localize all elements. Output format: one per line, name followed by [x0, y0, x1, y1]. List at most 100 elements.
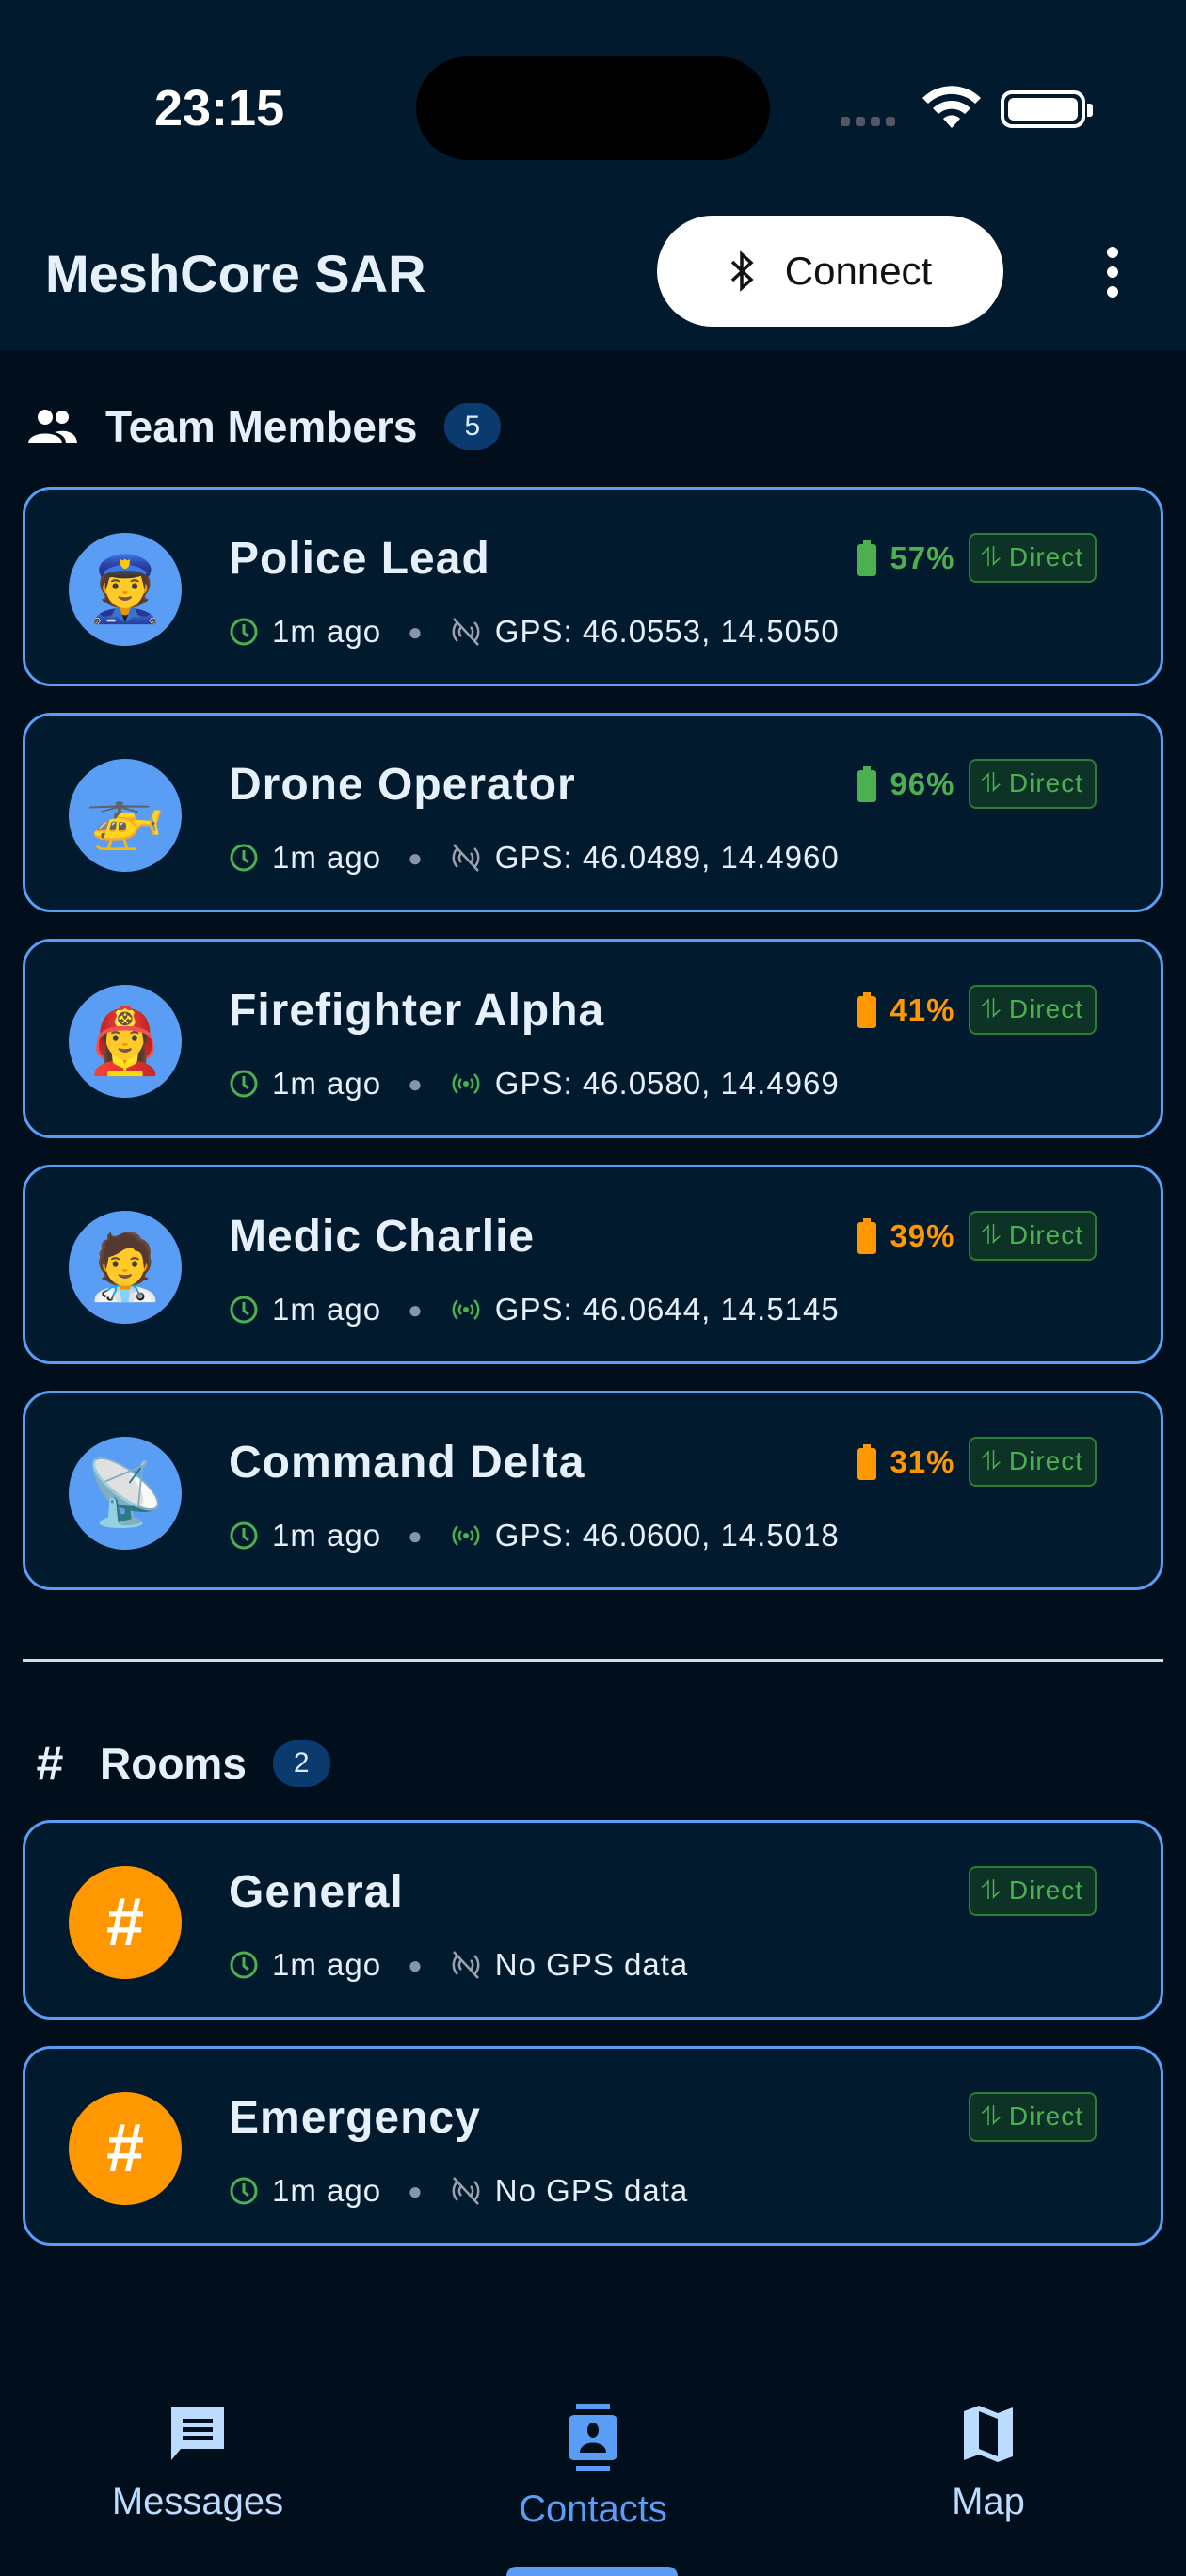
gps-status: No GPS data [494, 1947, 689, 1982]
separator-dot: ● [408, 1069, 424, 1098]
avatar: 🚁 [69, 759, 182, 872]
gps-coordinates: GPS: 46.0489, 14.4960 [494, 840, 840, 875]
message-icon [171, 2407, 224, 2460]
route-icon: ⥮ [981, 542, 1002, 572]
tab-label: Contacts [519, 2488, 667, 2530]
last-seen: 1m ago [272, 614, 382, 649]
member-name: Medic Charlie [229, 1212, 536, 1262]
room-name: Emergency [229, 2093, 481, 2143]
last-seen: 1m ago [272, 2173, 382, 2208]
route-label: Direct [1008, 1876, 1083, 1905]
map-icon [964, 2406, 1013, 2462]
bluetooth-icon [730, 250, 754, 292]
battery-percent: 57% [890, 539, 955, 575]
battery-percent: 39% [890, 1217, 955, 1253]
clock-icon [230, 1951, 258, 1979]
status-time: 23:15 [154, 80, 285, 137]
room-card[interactable]: # Emergency ⥮ Direct 1m ago ● No GPS data [23, 2046, 1163, 2246]
last-seen: 1m ago [272, 840, 382, 875]
contacts-icon [569, 2404, 617, 2471]
last-seen: 1m ago [272, 1518, 382, 1553]
route-label: Direct [1008, 542, 1083, 572]
rooms-header: # Rooms 2 [26, 1735, 330, 1792]
gps-coordinates: GPS: 46.0644, 14.5145 [494, 1292, 840, 1327]
route-badge: ⥮ Direct [968, 1437, 1097, 1487]
tab-label: Messages [111, 2481, 284, 2522]
member-card[interactable]: 🧑‍⚕️ Medic Charlie 39% ⥮ Direct 1m ago ● GPS… [23, 1165, 1163, 1364]
gps-off-icon [452, 844, 480, 872]
route-label: Direct [1008, 1220, 1083, 1249]
gps-coordinates: GPS: 46.0553, 14.5050 [494, 614, 840, 649]
member-card[interactable]: 👩‍🚒 Firefighter Alpha 41% ⥮ Direct 1m ago ●… [23, 939, 1163, 1138]
avatar: 👩‍🚒 [69, 985, 182, 1098]
clock-icon [230, 1521, 258, 1550]
gps-off-icon [452, 1951, 480, 1979]
count-badge: 5 [443, 403, 502, 450]
gps-off-icon [452, 618, 480, 646]
route-badge: ⥮ Direct [968, 759, 1097, 809]
gps-status: No GPS data [494, 2173, 689, 2208]
member-card[interactable]: 📡 Command Delta 31% ⥮ Direct 1m ago ● GPS: 4… [23, 1391, 1163, 1590]
clock-icon [230, 2177, 258, 2205]
route-label: Direct [1008, 1446, 1083, 1475]
battery-percent: 41% [890, 991, 955, 1027]
last-seen: 1m ago [272, 1292, 382, 1327]
avatar: 👮 [69, 533, 182, 646]
separator-dot: ● [408, 1950, 424, 1979]
route-label: Direct [1008, 768, 1083, 797]
member-name: Police Lead [229, 534, 490, 584]
room-name: General [229, 1867, 404, 1917]
route-badge: ⥮ Direct [968, 1866, 1097, 1916]
clock-icon [230, 1296, 258, 1324]
dynamic-island [416, 56, 770, 160]
clock-icon [230, 844, 258, 872]
member-name: Drone Operator [229, 760, 576, 810]
tab-map[interactable]: Map [847, 2404, 1130, 2523]
battery-percent: 31% [890, 1443, 955, 1479]
app-title: MeshCore SAR [45, 244, 426, 303]
member-card[interactable]: 🚁 Drone Operator 96% ⥮ Direct 1m ago ● GPS: … [23, 713, 1163, 912]
battery-icon [857, 765, 877, 802]
clock-icon [230, 618, 258, 646]
gps-live-icon [452, 1073, 480, 1094]
gps-off-icon [452, 2177, 480, 2205]
room-card[interactable]: # General ⥮ Direct 1m ago ● No GPS data [23, 1820, 1163, 2020]
member-name: Command Delta [229, 1438, 585, 1488]
route-icon: ⥮ [981, 1220, 1002, 1249]
hashtag-icon: # [36, 1736, 64, 1791]
gps-coordinates: GPS: 46.0600, 14.5018 [494, 1518, 840, 1553]
connect-button[interactable]: Connect [657, 216, 1003, 327]
route-label: Direct [1008, 2101, 1083, 2131]
separator-dot: ● [408, 843, 424, 872]
tab-messages[interactable]: Messages [56, 2404, 339, 2523]
gps-live-icon [452, 1525, 480, 1546]
route-badge: ⥮ Direct [968, 533, 1097, 583]
battery-icon [857, 1217, 877, 1254]
signal-icon [841, 117, 895, 126]
connect-label: Connect [784, 249, 933, 293]
route-icon: ⥮ [981, 1446, 1002, 1475]
separator-dot: ● [408, 1295, 424, 1324]
battery-icon [857, 991, 877, 1028]
team-members-header: Team Members 5 [26, 401, 502, 452]
route-badge: ⥮ Direct [968, 1211, 1097, 1261]
tab-contacts[interactable]: Contacts [452, 2404, 734, 2531]
route-icon: ⥮ [981, 2101, 1002, 2131]
clock-icon [230, 1070, 258, 1098]
gps-live-icon [452, 1299, 480, 1320]
room-avatar: # [69, 2092, 182, 2205]
route-label: Direct [1008, 994, 1083, 1023]
avatar: 🧑‍⚕️ [69, 1211, 182, 1324]
route-icon: ⥮ [981, 768, 1002, 797]
more-menu-icon[interactable] [1107, 247, 1118, 298]
group-icon [28, 410, 77, 443]
separator-dot: ● [408, 2176, 424, 2205]
separator-dot: ● [408, 1521, 424, 1550]
member-card[interactable]: 👮 Police Lead 57% ⥮ Direct 1m ago ● GPS: 46.… [23, 487, 1163, 686]
last-seen: 1m ago [272, 1066, 382, 1101]
route-icon: ⥮ [981, 994, 1002, 1023]
room-avatar: # [69, 1866, 182, 1979]
wifi-icon [922, 86, 981, 128]
route-badge: ⥮ Direct [968, 2092, 1097, 2142]
section-title: Rooms [100, 1739, 247, 1788]
